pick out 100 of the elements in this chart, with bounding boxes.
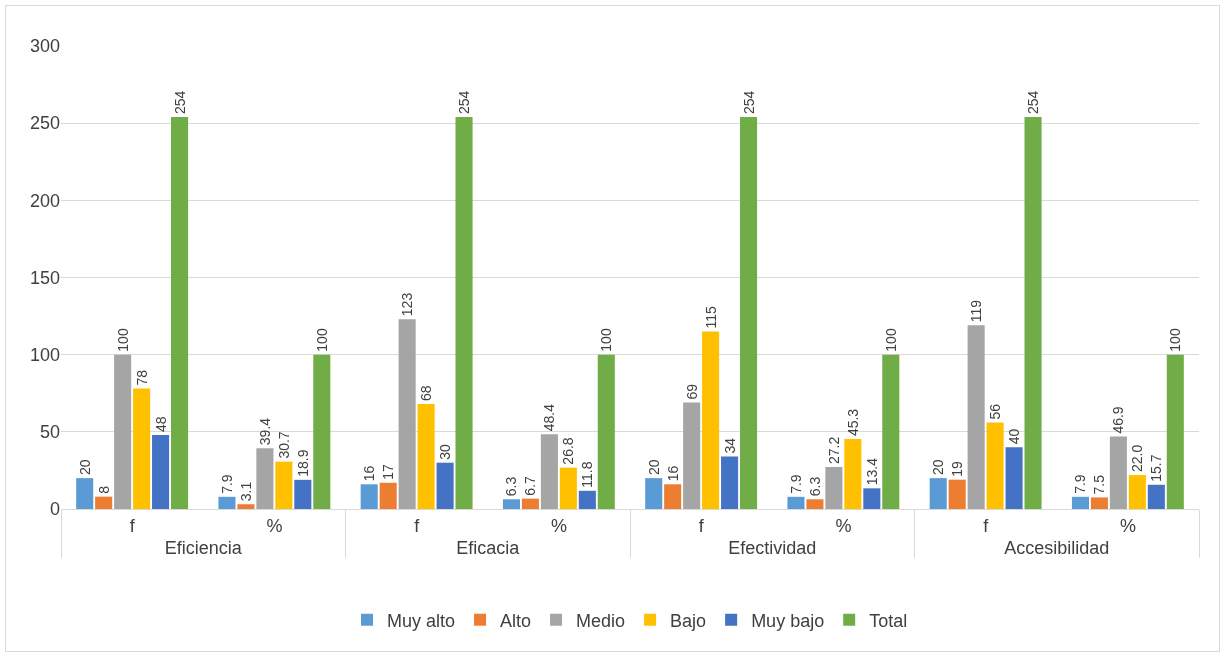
- bar: [787, 496, 805, 509]
- bar: [398, 319, 416, 509]
- bar: [664, 484, 682, 509]
- data-label: 6.3: [806, 476, 823, 497]
- data-label: 100: [313, 328, 330, 352]
- data-label: 254: [171, 90, 188, 114]
- data-label: 46.9: [1110, 406, 1127, 434]
- data-label: 27.2: [825, 436, 842, 465]
- bar: [721, 456, 739, 509]
- legend-label: Bajo: [670, 610, 707, 631]
- data-label: 40: [1006, 428, 1023, 445]
- bar: [948, 479, 966, 509]
- bar: [379, 482, 397, 509]
- data-label: 8: [95, 485, 112, 494]
- bar: [1024, 116, 1042, 509]
- data-label: 48: [152, 416, 169, 432]
- data-label: 26.8: [560, 437, 577, 465]
- data-label: 100: [882, 328, 899, 352]
- bar: [578, 490, 596, 509]
- data-label: 39.4: [256, 417, 273, 446]
- text: Accesibilidad: [1004, 537, 1110, 558]
- data-label: 22.0: [1129, 444, 1146, 473]
- x-tick-label: %: [835, 515, 852, 536]
- y-tick-label: 200: [29, 190, 60, 211]
- data-label: 17: [380, 463, 397, 480]
- bar: [929, 478, 947, 509]
- bar: [1109, 436, 1127, 509]
- legend-label: Medio: [576, 610, 626, 631]
- data-label: 30: [437, 443, 454, 460]
- bar: [76, 478, 94, 509]
- data-label: 48.4: [541, 403, 558, 432]
- y-tick-label: 300: [29, 36, 60, 57]
- bar: [218, 496, 236, 509]
- data-label: 68: [418, 385, 435, 402]
- data-label: 254: [1025, 90, 1042, 114]
- data-label: 7.9: [218, 474, 235, 494]
- data-label: 254: [740, 90, 757, 114]
- bar: [152, 434, 170, 509]
- data-label: 18.9: [294, 449, 311, 477]
- data-label: 15.7: [1148, 454, 1165, 482]
- legend-label: Muy alto: [387, 610, 456, 631]
- data-label: 115: [702, 305, 719, 329]
- bar: [133, 388, 151, 509]
- data-label: 100: [1167, 328, 1184, 352]
- text: Efectividad: [728, 537, 817, 558]
- data-label: 16: [664, 465, 681, 482]
- x-tick-label: f: [698, 515, 705, 536]
- y-tick-label: 50: [39, 422, 60, 443]
- data-label: 6.7: [522, 475, 539, 496]
- x-tick-label: %: [1119, 515, 1136, 536]
- data-label: 7.9: [1072, 474, 1089, 494]
- data-label: 34: [721, 437, 738, 454]
- bar: [114, 354, 132, 509]
- bar: [1090, 497, 1108, 509]
- bar: [559, 467, 577, 509]
- data-label: 13.4: [863, 457, 880, 486]
- data-label: 78: [133, 369, 150, 386]
- data-label: 20: [930, 459, 947, 476]
- bar: [683, 402, 701, 509]
- data-label: 7.5: [1091, 474, 1108, 495]
- bar: [1147, 484, 1165, 509]
- data-label: 7.9: [787, 474, 804, 494]
- bar: [294, 479, 312, 509]
- legend-label: Total: [869, 610, 908, 631]
- data-label: 19: [949, 460, 966, 477]
- data-label: 119: [968, 299, 985, 323]
- bar: [1128, 475, 1146, 509]
- x-tick-label: f: [414, 515, 421, 536]
- bar: [882, 354, 900, 509]
- bar: [702, 331, 720, 509]
- data-label: 16: [361, 465, 378, 482]
- bar: [1005, 447, 1023, 509]
- x-tick-label: %: [550, 515, 567, 536]
- bar: [1166, 354, 1184, 509]
- x-tick-label: f: [983, 515, 990, 536]
- bar: [1071, 496, 1089, 509]
- data-label: 69: [683, 383, 700, 400]
- data-label: 3.1: [237, 481, 254, 502]
- bar: [967, 325, 985, 509]
- bar: [502, 499, 520, 509]
- bar: [806, 499, 824, 509]
- text: Eficacia: [456, 537, 521, 558]
- bar: [645, 478, 663, 509]
- bar: [540, 434, 558, 509]
- data-label: 100: [114, 328, 131, 352]
- bar: [237, 504, 255, 509]
- legend-label: Alto: [500, 610, 532, 631]
- data-label: 30.7: [275, 431, 292, 459]
- bar: [521, 498, 539, 509]
- x-tick-label: %: [266, 515, 283, 536]
- text: Eficiencia: [164, 537, 243, 558]
- bar: [455, 116, 473, 509]
- bar: [844, 439, 862, 509]
- bar: [313, 354, 331, 509]
- y-tick-label: 100: [29, 344, 60, 365]
- data-label: 20: [76, 459, 93, 476]
- y-tick-label: 150: [29, 267, 60, 288]
- bar: [256, 448, 274, 509]
- bar: [986, 422, 1004, 509]
- bar: [95, 496, 113, 509]
